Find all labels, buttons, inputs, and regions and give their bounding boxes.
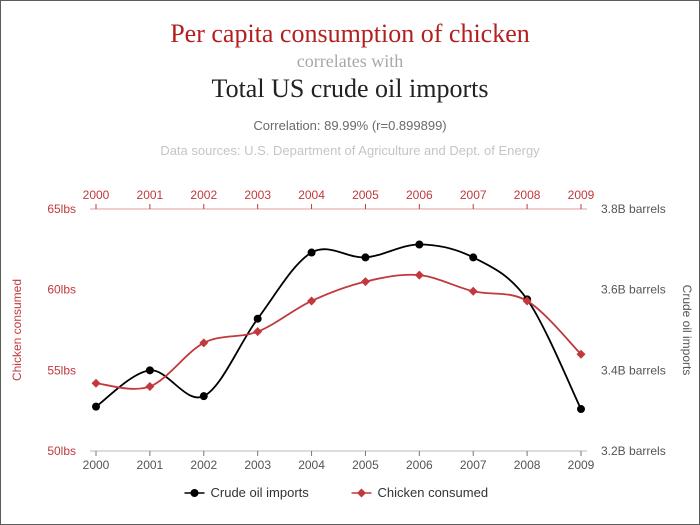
title-connector: correlates with xyxy=(160,51,539,72)
marker-diamond xyxy=(92,379,101,388)
marker-circle xyxy=(361,253,369,261)
title-primary: Per capita consumption of chicken xyxy=(160,19,539,49)
y-tick-left: 55lbs xyxy=(47,363,76,377)
sources-text: Data sources: U.S. Department of Agricul… xyxy=(160,143,539,158)
x-tick-bottom: 2008 xyxy=(514,458,541,472)
x-tick-bottom: 2009 xyxy=(568,458,595,472)
marker-diamond xyxy=(199,338,208,347)
y-tick-left: 65lbs xyxy=(47,202,76,216)
line-chart: 2000 2000 2001 2001 2002 2002 2003 2003 2004 2004… xyxy=(1,181,700,511)
marker-diamond xyxy=(253,327,262,336)
x-tick-top: 2008 xyxy=(514,188,541,202)
y-tick-left: 50lbs xyxy=(47,444,76,458)
x-tick-bottom: 2005 xyxy=(352,458,379,472)
x-tick-bottom: 2000 xyxy=(83,458,110,472)
title-secondary: Total US crude oil imports xyxy=(160,74,539,104)
y-label-left: Chicken consumed xyxy=(10,279,24,381)
x-tick-top: 2001 xyxy=(137,188,164,202)
chart-area: 2000 2000 2001 2001 2002 2002 2003 2003 2004 2004… xyxy=(1,181,699,512)
marker-diamond xyxy=(145,382,154,391)
marker-circle xyxy=(200,392,208,400)
chart-card: Per capita consumption of chicken correl… xyxy=(0,0,700,525)
x-tick-top: 2004 xyxy=(298,188,325,202)
x-tick-bottom: 2003 xyxy=(244,458,271,472)
marker-diamond xyxy=(361,277,370,286)
marker-circle xyxy=(92,403,100,411)
correlation-text: Correlation: 89.99% (r=0.899899) xyxy=(160,118,539,133)
marker-circle xyxy=(146,366,154,374)
x-tick-bottom: 2006 xyxy=(406,458,433,472)
x-tick-top: 2000 xyxy=(83,188,110,202)
marker-diamond xyxy=(415,271,424,280)
x-tick-top: 2009 xyxy=(568,188,595,202)
marker-circle xyxy=(254,315,262,323)
marker-circle xyxy=(577,405,585,413)
x-tick-bottom: 2004 xyxy=(298,458,325,472)
legend-label: Crude oil imports xyxy=(211,485,310,500)
y-tick-right: 3.8B barrels xyxy=(601,202,666,216)
x-tick-bottom: 2002 xyxy=(190,458,217,472)
x-tick-top: 2003 xyxy=(244,188,271,202)
x-tick-top: 2005 xyxy=(352,188,379,202)
y-tick-right: 3.6B barrels xyxy=(601,283,666,297)
x-tick-top: 2006 xyxy=(406,188,433,202)
x-tick-bottom: 2007 xyxy=(460,458,487,472)
x-tick-bottom: 2001 xyxy=(137,458,164,472)
legend-label: Chicken consumed xyxy=(378,485,489,500)
marker-diamond xyxy=(307,296,316,305)
marker-diamond xyxy=(469,287,478,296)
legend: Crude oil imports Chicken consumed xyxy=(185,485,489,500)
marker-circle xyxy=(308,249,316,257)
y-tick-left: 60lbs xyxy=(47,283,76,297)
series-chicken xyxy=(96,275,581,389)
series-oil xyxy=(96,244,581,409)
marker-circle xyxy=(469,253,477,261)
y-label-right: Crude oil imports xyxy=(680,285,694,376)
y-tick-right: 3.2B barrels xyxy=(601,444,666,458)
marker-circle xyxy=(415,240,423,248)
title-block: Per capita consumption of chicken correl… xyxy=(160,19,539,158)
x-tick-top: 2007 xyxy=(460,188,487,202)
x-tick-top: 2002 xyxy=(190,188,217,202)
y-tick-right: 3.4B barrels xyxy=(601,363,666,377)
